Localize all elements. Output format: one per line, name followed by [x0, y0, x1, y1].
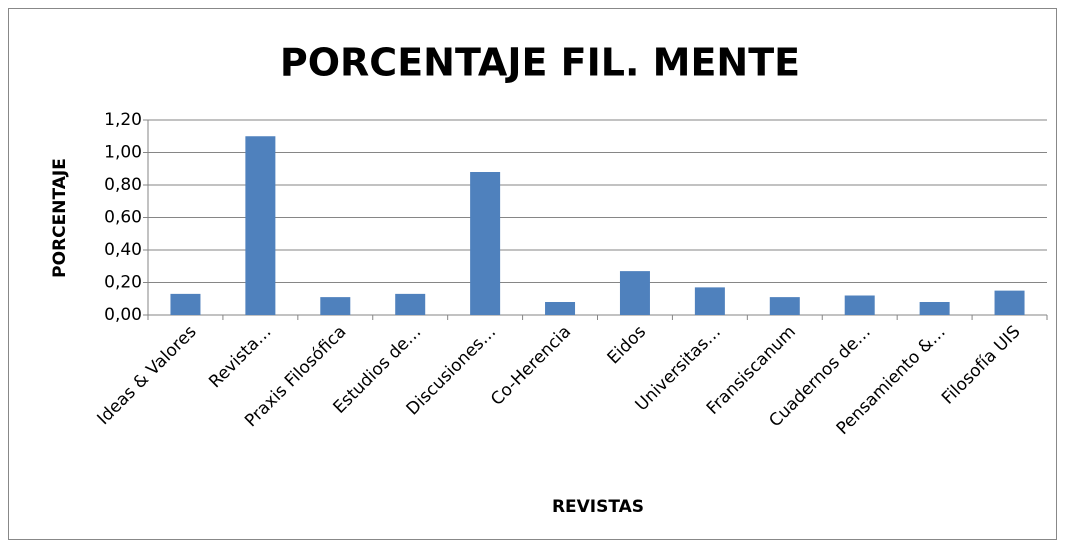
y-tick-label: 1,00 [104, 143, 142, 163]
bar [545, 302, 576, 315]
bar [994, 290, 1025, 315]
y-tick-label: 0,60 [104, 208, 142, 228]
y-tick-label: 0,00 [104, 305, 142, 325]
y-tick-label: 0,20 [104, 273, 142, 293]
chart-frame [8, 8, 1057, 540]
y-axis-label: PORCENTAJE [50, 158, 70, 278]
y-tick-label: 1,20 [104, 110, 142, 130]
bar [844, 295, 875, 315]
y-tick-label: 0,40 [104, 240, 142, 260]
bar [470, 172, 501, 315]
bar [619, 271, 650, 315]
chart-title: PORCENTAJE FIL. MENTE [280, 41, 800, 85]
bar [919, 302, 950, 315]
y-tick-label: 0,80 [104, 175, 142, 195]
bar [694, 287, 725, 315]
bar [769, 297, 800, 315]
bar [170, 293, 201, 315]
bar [395, 293, 426, 315]
bar [320, 297, 351, 315]
x-axis-label: REVISTAS [552, 497, 644, 517]
bar [245, 136, 276, 315]
